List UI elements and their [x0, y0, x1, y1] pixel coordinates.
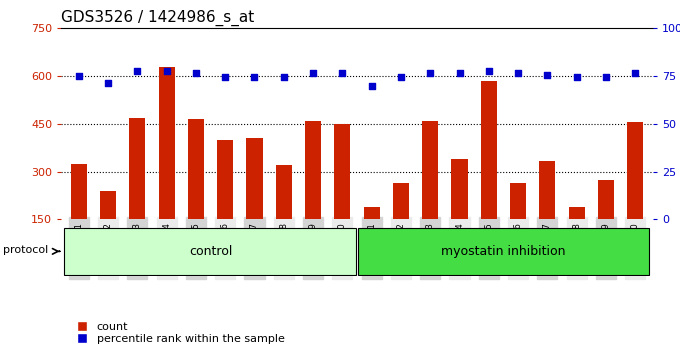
Point	[249, 74, 260, 80]
Bar	[510, 183, 526, 219]
Bar	[71, 164, 87, 219]
Point	[630, 70, 641, 76]
Text: control: control	[189, 245, 233, 258]
Bar	[358, 228, 649, 275]
Point	[337, 70, 347, 76]
Bar	[364, 207, 379, 219]
Point	[367, 83, 377, 89]
Point	[571, 74, 582, 80]
Bar	[452, 159, 468, 219]
Point	[483, 68, 494, 74]
Bar	[422, 121, 439, 219]
Bar	[481, 81, 497, 219]
Point	[220, 74, 231, 80]
Point	[600, 74, 611, 80]
Point	[190, 70, 201, 76]
Text: myostatin inhibition: myostatin inhibition	[441, 245, 566, 258]
Point	[307, 70, 318, 76]
Point	[513, 70, 524, 76]
Bar	[129, 118, 146, 219]
Point	[454, 70, 465, 76]
Bar	[305, 121, 321, 219]
Point	[542, 72, 553, 78]
Point	[396, 74, 407, 80]
Bar	[539, 161, 556, 219]
Bar	[246, 138, 262, 219]
Legend: count, percentile rank within the sample: count, percentile rank within the sample	[67, 317, 289, 348]
Point	[425, 70, 436, 76]
Bar	[217, 140, 233, 219]
Bar	[335, 124, 350, 219]
Point	[278, 74, 289, 80]
Bar	[64, 228, 356, 275]
Text: protocol: protocol	[3, 245, 49, 255]
Bar	[158, 67, 175, 219]
Bar	[100, 191, 116, 219]
Point	[103, 81, 114, 86]
Bar	[598, 179, 614, 219]
Bar	[627, 122, 643, 219]
Bar	[568, 207, 585, 219]
Bar	[393, 183, 409, 219]
Point	[73, 73, 84, 79]
Bar	[188, 119, 204, 219]
Point	[161, 68, 172, 74]
Point	[132, 69, 143, 74]
Bar	[275, 165, 292, 219]
Text: GDS3526 / 1424986_s_at: GDS3526 / 1424986_s_at	[61, 9, 254, 25]
